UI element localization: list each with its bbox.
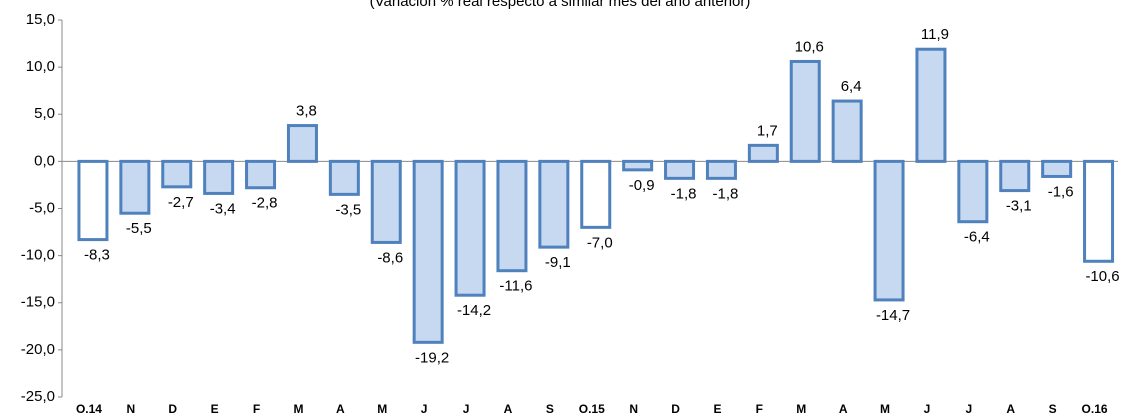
x-tick-label: J: [924, 402, 931, 416]
bar: [789, 59, 821, 163]
chart-subtitle: (Variación % real respecto a similar mes…: [370, 0, 751, 10]
x-tick-label: N: [629, 402, 638, 416]
x-tick-label: J: [421, 402, 428, 416]
x-tick-label: S: [546, 402, 554, 416]
bar: [915, 47, 947, 163]
bar: [747, 143, 779, 163]
bar: [161, 159, 193, 189]
value-label: -8,6: [377, 249, 403, 266]
x-tick-label: A: [839, 402, 848, 416]
value-label: -3,4: [210, 200, 236, 217]
y-tick-label: -25,0: [21, 388, 55, 405]
bar: [496, 159, 528, 273]
x-tick-label: A: [336, 402, 345, 416]
value-label: -14,2: [457, 302, 491, 319]
y-tick-label: -10,0: [21, 247, 55, 264]
value-label: -3,5: [335, 201, 361, 218]
x-tick-label: J: [463, 402, 470, 416]
value-label: -19,2: [415, 349, 449, 366]
bar: [1083, 159, 1115, 263]
y-tick-label: -15,0: [21, 294, 55, 311]
value-label: -7,0: [587, 234, 613, 251]
bar: [831, 99, 863, 163]
bar: [370, 159, 402, 244]
bar: [454, 159, 486, 297]
value-label: -1,6: [1048, 183, 1074, 200]
x-tick-label: E: [211, 402, 219, 416]
x-tick-label: D: [671, 402, 680, 416]
bar: [328, 159, 360, 196]
value-label: -2,8: [252, 195, 278, 212]
bar: [1041, 159, 1073, 178]
x-tick-label: F: [756, 402, 763, 416]
value-label: -8,3: [84, 247, 110, 264]
x-tick-label: A: [504, 402, 513, 416]
bar: [705, 159, 737, 180]
value-label: -1,8: [713, 185, 739, 202]
x-tick-label: M: [293, 402, 303, 416]
value-label: -5,5: [126, 220, 152, 237]
bar: [538, 159, 570, 249]
value-label: 10,6: [795, 38, 824, 55]
x-tick-label: F: [253, 402, 260, 416]
x-tick-label: S: [1049, 402, 1057, 416]
x-tick-label: E: [713, 402, 721, 416]
bar: [999, 159, 1031, 193]
x-tick-label: M: [796, 402, 806, 416]
y-tick-label: 5,0: [34, 105, 55, 122]
x-tick-label: D: [168, 402, 177, 416]
value-label: 11,9: [921, 26, 949, 43]
bar: [580, 159, 612, 229]
bar: [203, 159, 235, 195]
value-label: -6,4: [964, 229, 990, 246]
x-tick-label: A: [1006, 402, 1015, 416]
x-tick-label: O.16: [1082, 402, 1108, 416]
bar: [957, 159, 989, 224]
y-tick-label: 10,0: [26, 58, 55, 75]
bar: [77, 159, 109, 242]
bar: [119, 159, 151, 215]
bar: [622, 159, 654, 172]
value-label: -0,9: [629, 177, 655, 194]
value-label: 3,8: [296, 103, 317, 120]
bar: [286, 124, 318, 163]
value-label: -2,7: [168, 194, 194, 211]
x-tick-label: M: [377, 402, 387, 416]
value-label: -1,8: [671, 185, 697, 202]
y-tick-label: 0,0: [34, 152, 55, 169]
x-tick-label: O.14: [76, 402, 102, 416]
y-tick-label: -20,0: [21, 341, 55, 358]
value-label: -9,1: [545, 254, 571, 271]
x-tick-label: J: [966, 402, 973, 416]
bar: [664, 159, 696, 180]
y-tick-label: 15,0: [26, 11, 55, 28]
x-tick-label: O.15: [579, 402, 605, 416]
y-tick-label: -5,0: [29, 199, 55, 216]
value-label: -10,6: [1085, 268, 1119, 285]
value-label: -11,6: [499, 278, 532, 295]
x-tick-label: N: [127, 402, 136, 416]
bar: [245, 159, 277, 190]
value-label: -3,1: [1006, 198, 1032, 215]
bar: [412, 159, 444, 344]
bar: [873, 159, 905, 302]
x-tick-label: M: [880, 402, 890, 416]
value-label: -14,7: [876, 307, 910, 324]
value-label: 6,4: [841, 78, 862, 95]
value-label: 1,7: [757, 122, 778, 139]
